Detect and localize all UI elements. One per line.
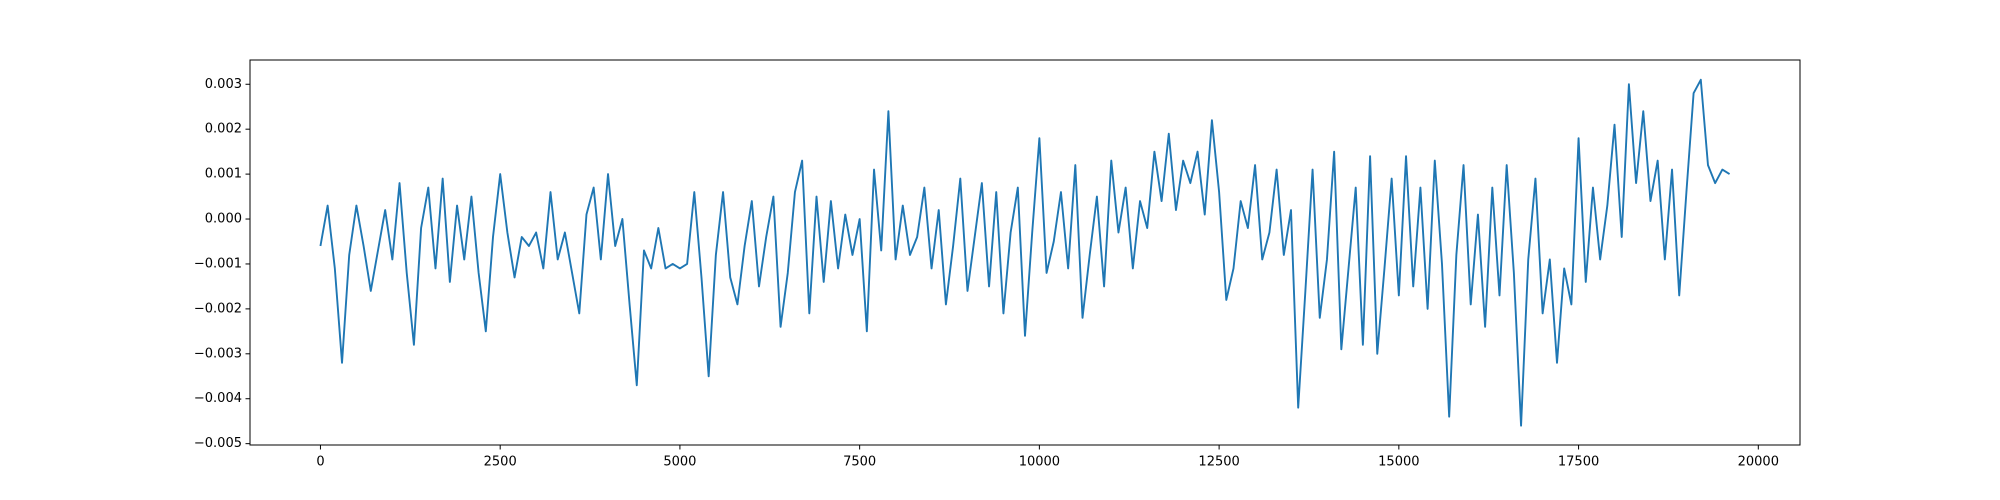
y-tick-label: 0.001 [205, 167, 242, 182]
x-tick-label: 20000 [1738, 455, 1779, 470]
y-tick-label: 0.003 [205, 77, 242, 92]
data-line [319, 78, 1731, 427]
y-tick-label: −0.002 [194, 301, 242, 316]
y-tick-label: −0.001 [194, 256, 242, 271]
y-tick-label: −0.004 [194, 391, 242, 406]
y-tick-label: −0.003 [194, 346, 242, 361]
y-tick-label: 0.000 [205, 212, 242, 227]
plot-frame [249, 59, 1801, 446]
x-tick-label: 7500 [843, 455, 876, 470]
x-tick-label: 0 [316, 455, 324, 470]
x-tick-label: 10000 [1019, 455, 1060, 470]
x-tick-label: 12500 [1198, 455, 1239, 470]
x-tick-label: 15000 [1378, 455, 1419, 470]
x-tick-label: 2500 [484, 455, 517, 470]
x-tick-label: 5000 [663, 455, 696, 470]
y-tick-label: 0.002 [205, 122, 242, 137]
x-tick-label: 17500 [1558, 455, 1599, 470]
y-tick-label: −0.005 [194, 436, 242, 451]
